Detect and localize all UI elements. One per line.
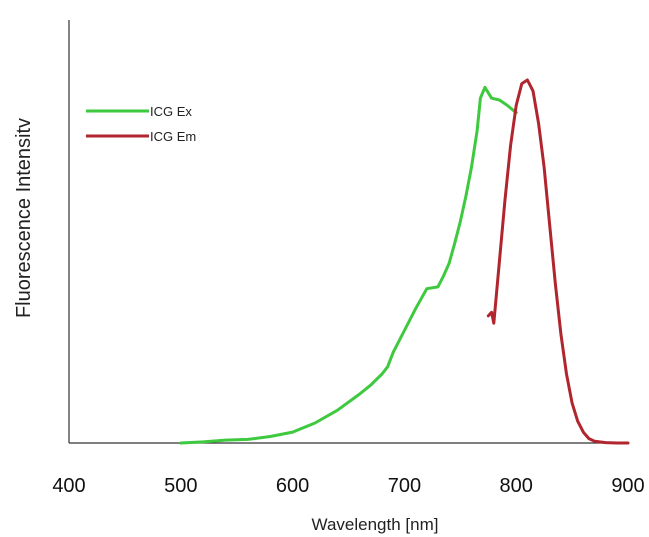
x-tick-labels: 400 500 600 700 800 900 (52, 475, 644, 497)
x-tick-label: 400 (52, 475, 85, 497)
x-tick-label: 600 (276, 475, 309, 497)
x-tick-label: 800 (500, 475, 533, 497)
series-line-icg-em (486, 78, 630, 445)
legend-label: ICG Ex (150, 104, 192, 119)
legend: ICG Ex ICG Em (86, 104, 196, 144)
y-axis-title: Fluorescence Intensitv (13, 118, 35, 318)
x-axis-title: Wavelength [nm] (312, 515, 439, 534)
series-layer (179, 78, 630, 445)
axes (68, 20, 628, 444)
legend-label: ICG Em (150, 129, 196, 144)
x-tick-label: 900 (611, 475, 644, 497)
series-line-icg-ex (179, 85, 518, 445)
x-tick-label: 700 (388, 475, 421, 497)
x-tick-label: 500 (164, 475, 197, 497)
